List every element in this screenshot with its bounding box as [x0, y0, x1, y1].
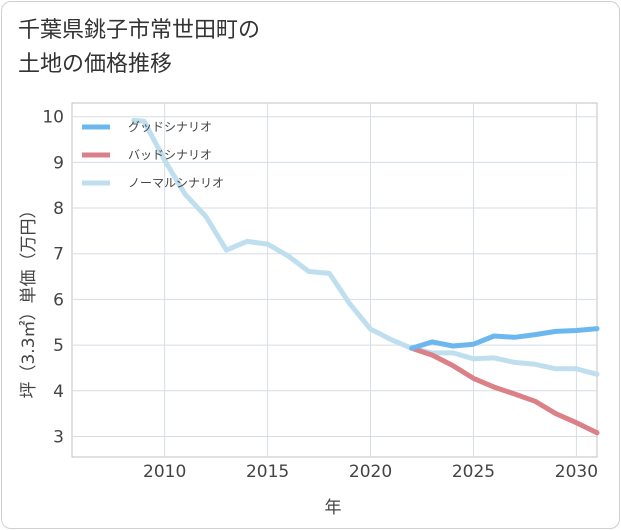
x-tick-label: 2025: [452, 462, 495, 482]
x-tick-label: 2015: [246, 462, 289, 482]
x-tick-label: 2010: [143, 462, 186, 482]
series-line-1: [409, 345, 600, 436]
y-tick-labels: 3 4 5 6 7 8 9 10: [42, 108, 64, 448]
x-tick-labels: 2010 2015 2020 2025 2030: [143, 462, 598, 482]
series-line-2: [131, 117, 600, 377]
x-axis-title: 年: [325, 498, 342, 518]
y-tick-label: 5: [53, 336, 64, 356]
legend-label: ノーマルシナリオ: [128, 176, 224, 190]
chart-title-line2: 土地の価格推移: [18, 52, 173, 77]
y-tick-label: 9: [53, 153, 64, 173]
grid-lines: [72, 103, 597, 457]
x-tick-label: 2020: [349, 462, 392, 482]
plot-area: [71, 102, 598, 458]
series-lines: [131, 117, 600, 436]
chart-title: 千葉県銚子市常世田町の 土地の価格推移: [18, 14, 260, 82]
y-axis-title: 坪（3.3㎡）単価（万円）: [19, 201, 39, 398]
y-tick-label: 8: [53, 199, 64, 219]
y-tick-label: 10: [42, 108, 64, 128]
y-tick-label: 6: [53, 290, 64, 310]
y-tick-label: 4: [53, 382, 64, 402]
y-tick-label: 3: [53, 427, 64, 447]
chart-title-line1: 千葉県銚子市常世田町の: [18, 18, 261, 43]
x-tick-label: 2030: [555, 462, 598, 482]
series-line-0: [409, 326, 600, 351]
legend-label: バッドシナリオ: [128, 148, 212, 162]
y-tick-label: 7: [53, 245, 64, 265]
legend-label: グッドシナリオ: [128, 120, 212, 134]
